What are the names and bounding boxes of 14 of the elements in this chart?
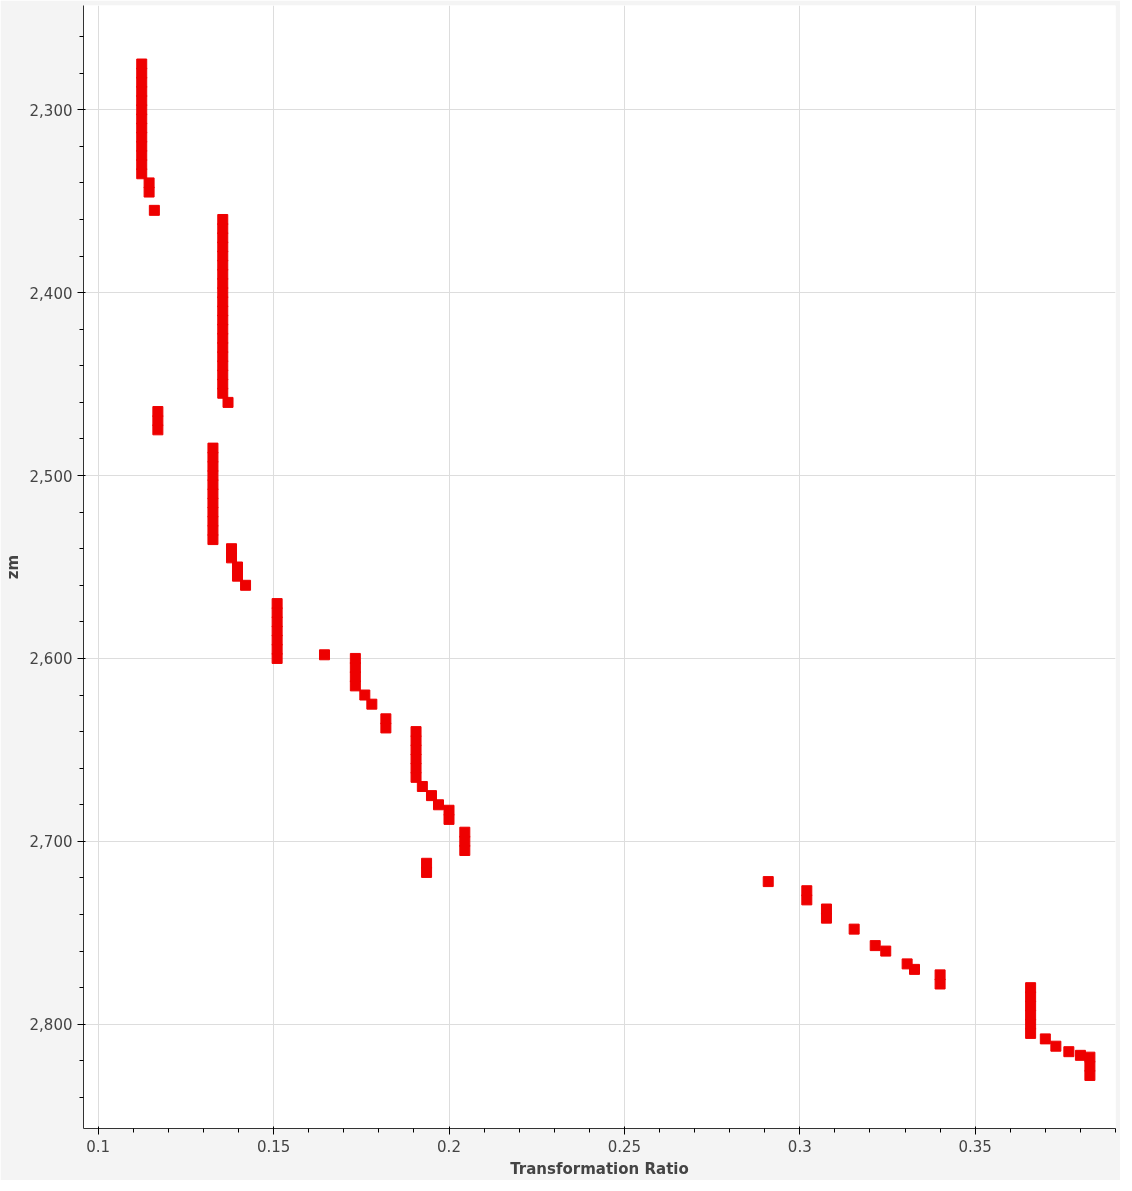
y-axis-title: zm: [3, 554, 22, 580]
x-tick-label: 0.25: [607, 1137, 642, 1156]
x-tick-label: 0.15: [256, 1137, 291, 1156]
x-tick-label: 0.1: [86, 1137, 111, 1156]
x-tick-label: 0.3: [787, 1137, 812, 1156]
x-axis-title: Transformation Ratio: [510, 1159, 689, 1178]
x-tick-label: 0.2: [437, 1137, 461, 1156]
y-tick-label: 2,800: [29, 1016, 73, 1035]
y-tick-label: 2,400: [29, 284, 73, 303]
y-tick-label: 2,600: [29, 650, 73, 669]
y-tick-label: 2,500: [29, 467, 73, 486]
x-tick-label: 0.35: [958, 1137, 992, 1156]
y-tick-label: 2,300: [29, 101, 73, 120]
y-tick-label: 2,700: [29, 833, 73, 852]
